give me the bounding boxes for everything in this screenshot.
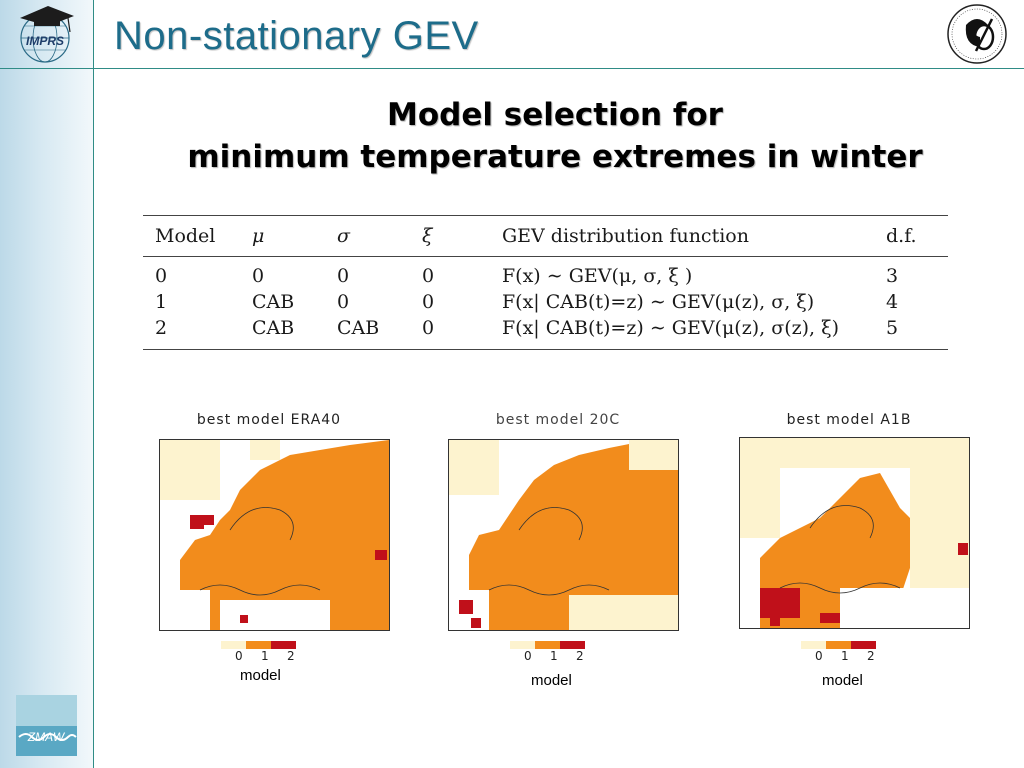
colorbar-model0	[221, 641, 246, 649]
map-plot	[448, 439, 679, 631]
colorbar	[221, 641, 296, 649]
colorbar-ticks: 0 1 2	[801, 649, 881, 663]
table-row: 2 CAB CAB 0 F(x| CAB(t)=z) ∼ GEV(μ(z), σ…	[143, 315, 948, 350]
model-selection-table: Model μ σ ξ GEV distribution function d.…	[143, 215, 948, 350]
colorbar-model0	[510, 641, 535, 649]
colorbar-tick: 2	[576, 649, 584, 663]
europe-map-graphic	[160, 440, 389, 630]
imprs-logo-text: IMPRS	[26, 34, 64, 48]
map-panel-20c: best model 20C 0 1 2 model	[447, 412, 679, 692]
colorbar-tick: 0	[235, 649, 243, 663]
header-gev-function: GEV distribution function	[502, 225, 749, 247]
colorbar-model2	[271, 641, 296, 649]
colorbar-tick: 0	[815, 649, 823, 663]
institute-emblem-icon	[946, 3, 1008, 65]
cell-sigma: 0	[337, 291, 350, 313]
cell-function: F(x| CAB(t)=z) ∼ GEV(μ(z), σ(z), ξ)	[502, 317, 839, 339]
map-title: best model A1B	[786, 412, 912, 428]
colorbar-model1	[535, 641, 560, 649]
colorbar-model2	[560, 641, 585, 649]
map-panel-a1b: best model A1B 0 1 2 model	[738, 412, 970, 692]
colorbar-ticks: 0 1 2	[510, 649, 590, 663]
colorbar-model2	[851, 641, 876, 649]
zmaw-logo-text: ZMAW	[27, 730, 66, 744]
table-header-row: Model μ σ ξ GEV distribution function d.…	[143, 215, 948, 257]
cell-model: 0	[155, 265, 168, 287]
colorbar-model1	[246, 641, 271, 649]
colorbar-tick: 2	[867, 649, 875, 663]
cell-mu: CAB	[252, 317, 295, 339]
map-plot	[739, 437, 970, 629]
map-title: best model 20C	[495, 412, 621, 428]
colorbar-tick: 0	[524, 649, 532, 663]
cell-df: 4	[886, 291, 899, 313]
cell-xi: 0	[422, 317, 435, 339]
cell-xi: 0	[422, 291, 435, 313]
header-df: d.f.	[886, 225, 917, 247]
colorbar-model1	[826, 641, 851, 649]
header-rule	[0, 68, 1024, 69]
colorbar	[510, 641, 585, 649]
colorbar-label: model	[240, 667, 281, 684]
subtitle-line-1: Model selection for	[387, 97, 723, 133]
map-title: best model ERA40	[196, 412, 342, 428]
header-mu: μ	[252, 225, 265, 247]
imprs-logo-icon: IMPRS	[12, 4, 78, 64]
cell-xi: 0	[422, 265, 435, 287]
header-xi: ξ	[422, 225, 433, 247]
side-decoration-strip	[0, 0, 94, 768]
subtitle-line-2: minimum temperature extremes in winter	[187, 139, 923, 175]
cell-df: 3	[886, 265, 899, 287]
cell-mu: 0	[252, 265, 265, 287]
europe-map-graphic	[740, 438, 969, 628]
cell-function: F(x| CAB(t)=z) ∼ GEV(μ(z), σ, ξ)	[502, 291, 815, 313]
cell-sigma: 0	[337, 265, 350, 287]
colorbar-label: model	[531, 672, 572, 689]
header-sigma: σ	[337, 225, 350, 247]
colorbar-tick: 1	[841, 649, 849, 663]
europe-map-graphic	[449, 440, 678, 630]
cell-model: 2	[155, 317, 168, 339]
colorbar-label: model	[822, 672, 863, 689]
cell-df: 5	[886, 317, 899, 339]
cell-model: 1	[155, 291, 168, 313]
map-plot	[159, 439, 390, 631]
map-panel-era40: best model ERA40 0 1 2 model	[158, 412, 390, 692]
colorbar	[801, 641, 876, 649]
cell-mu: CAB	[252, 291, 295, 313]
colorbar-model0	[801, 641, 826, 649]
cell-function: F(x) ∼ GEV(μ, σ, ξ )	[502, 265, 693, 287]
cell-sigma: CAB	[337, 317, 380, 339]
header-model: Model	[155, 225, 216, 247]
slide-title: Non-stationary GEV	[114, 14, 479, 58]
table-row: 1 CAB 0 0 F(x| CAB(t)=z) ∼ GEV(μ(z), σ, …	[143, 289, 948, 315]
slide-subtitle: Model selection for minimum temperature …	[140, 94, 970, 178]
colorbar-tick: 1	[261, 649, 269, 663]
zmaw-logo-icon: ZMAW	[16, 695, 77, 756]
table-row: 0 0 0 0 F(x) ∼ GEV(μ, σ, ξ ) 3	[143, 257, 948, 290]
colorbar-ticks: 0 1 2	[221, 649, 301, 663]
colorbar-tick: 1	[550, 649, 558, 663]
colorbar-tick: 2	[287, 649, 295, 663]
